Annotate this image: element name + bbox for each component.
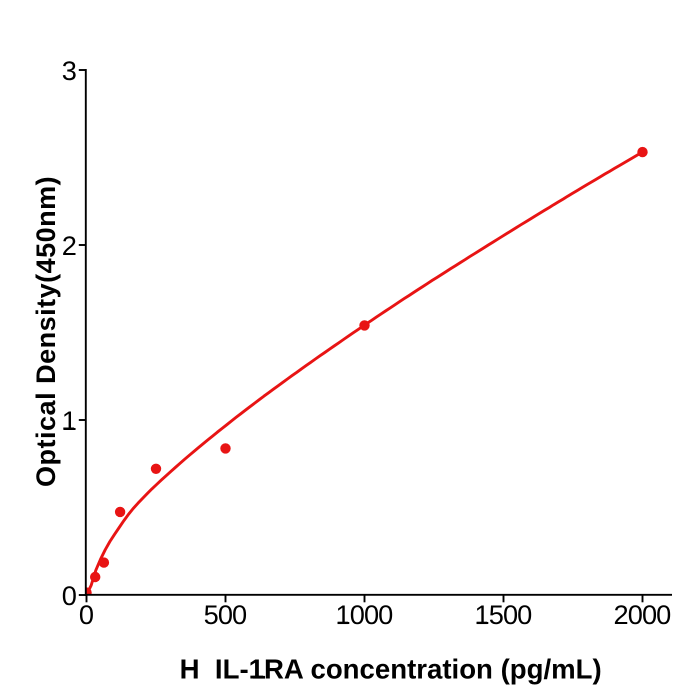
svg-text:Optical Density(450nm): Optical Density(450nm) bbox=[31, 176, 61, 487]
svg-text:1: 1 bbox=[62, 405, 76, 436]
svg-text:500: 500 bbox=[204, 599, 247, 630]
svg-text:H IL-1RA concentration (pg/mL: H IL-1RA concentration (pg/mL) bbox=[180, 654, 602, 685]
svg-text:3: 3 bbox=[62, 55, 76, 86]
svg-text:1000: 1000 bbox=[336, 599, 394, 630]
svg-text:0: 0 bbox=[62, 580, 77, 611]
svg-text:2: 2 bbox=[62, 230, 76, 261]
svg-text:1500: 1500 bbox=[475, 599, 533, 630]
svg-text:0: 0 bbox=[79, 599, 94, 630]
svg-text:2000: 2000 bbox=[614, 599, 672, 630]
